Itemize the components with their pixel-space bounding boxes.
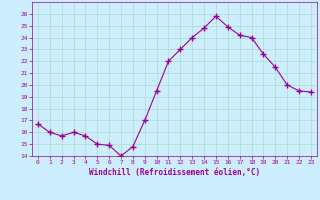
X-axis label: Windchill (Refroidissement éolien,°C): Windchill (Refroidissement éolien,°C): [89, 168, 260, 177]
